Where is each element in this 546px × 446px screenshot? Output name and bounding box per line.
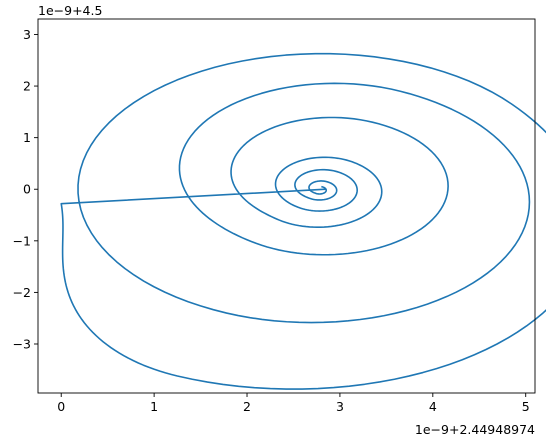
series-line	[60, 52, 546, 390]
y-tick-label: −1	[13, 233, 31, 248]
x-tick-label: 1	[150, 399, 158, 414]
y-tick-label: 0	[23, 182, 31, 197]
y-tick-label: 3	[23, 27, 31, 42]
y-tick-label: −3	[13, 336, 31, 351]
y-tick-label: 1	[23, 130, 31, 145]
x-offset-label: 1e−9+2.44948974	[415, 422, 535, 437]
y-tick-label: 2	[23, 79, 31, 94]
x-tick-label: 0	[57, 399, 65, 414]
x-tick-label: 5	[522, 399, 530, 414]
y-tick-label: −2	[13, 285, 31, 300]
plot-background	[38, 19, 535, 393]
axis-layer: 0 1 2 3 4 5 −3 −2 −1 0 1 2 3	[13, 27, 530, 414]
x-tick-label: 3	[336, 399, 344, 414]
x-tick-label: 2	[243, 399, 251, 414]
plot-frame	[37, 18, 536, 394]
series-layer	[60, 52, 546, 390]
y-offset-label: 1e−9+4.5	[38, 3, 102, 18]
x-tick-label: 4	[429, 399, 437, 414]
